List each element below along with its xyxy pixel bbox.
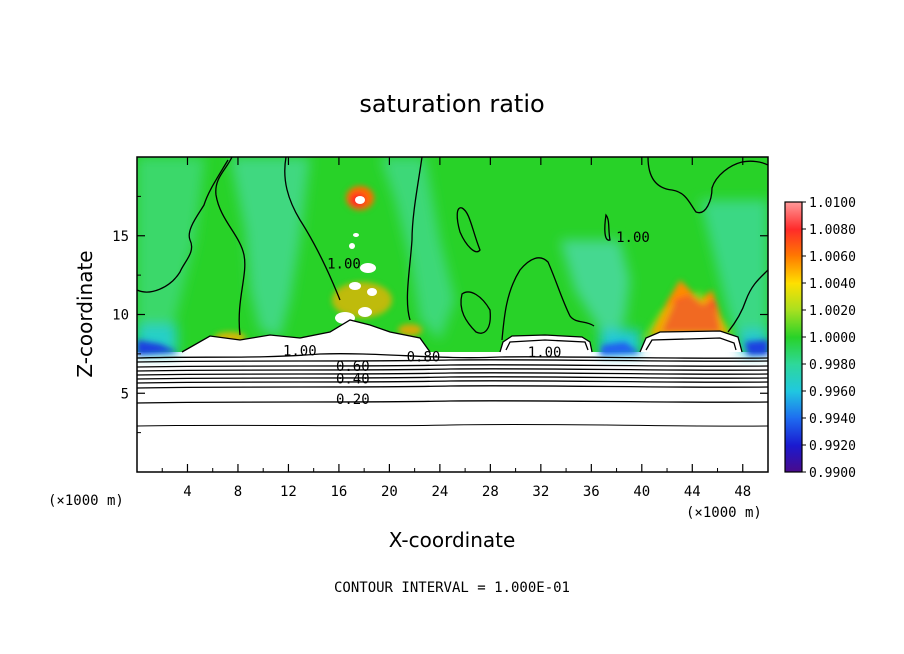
contour-labels: 0.20 0.400.60 0.80 1.00 1.00 1.00 1.00 [283, 230, 650, 408]
colorbar-label: 1.0060 [809, 250, 856, 265]
x-tick-label: 24 [431, 484, 448, 500]
colorbar-label: 0.9920 [809, 439, 856, 454]
y-tick-label: 10 [112, 308, 129, 324]
x-tick-label: 12 [280, 484, 297, 500]
colorbar-segment [785, 229, 802, 257]
chart-title: saturation ratio [359, 90, 544, 118]
contour-label: 0.80 [407, 350, 441, 366]
colorbar-segment [785, 364, 802, 392]
colorbar-segment [785, 337, 802, 365]
colorbar-segment [785, 445, 802, 473]
colorbar-segment [785, 202, 802, 230]
x-tick-label: 40 [633, 484, 650, 500]
colorbar-label: 0.9960 [809, 385, 856, 400]
contour-label: 1.00 [528, 345, 562, 361]
colorbar-segment [785, 256, 802, 284]
x-unit-label: (×1000 m) [686, 505, 762, 521]
x-tick-label: 48 [734, 484, 751, 500]
y-axis-label: Z-coordinate [73, 250, 97, 377]
x-tick-label: 20 [381, 484, 398, 500]
x-tick-label: 16 [330, 484, 347, 500]
contour-interval-note: CONTOUR INTERVAL = 1.000E-01 [334, 580, 570, 596]
colorbar-label: 0.9980 [809, 358, 856, 373]
colorbar-segment [785, 310, 802, 338]
x-axis-label: X-coordinate [389, 528, 516, 552]
colorbar-label: 1.0080 [809, 223, 856, 238]
x-tick-label: 36 [583, 484, 600, 500]
y-tick-label: 15 [112, 229, 129, 245]
x-tick-label: 8 [234, 484, 242, 500]
contour-label: 0.20 [336, 392, 370, 408]
heatmap-field [137, 157, 768, 472]
colorbar-label: 1.0040 [809, 277, 856, 292]
colorbar-label: 1.0100 [809, 196, 856, 211]
x-tick-label: 28 [482, 484, 499, 500]
x-tick-label: 4 [183, 484, 191, 500]
contour-lines [137, 157, 768, 427]
y-unit-label: (×1000 m) [48, 493, 124, 509]
y-tick-label: 5 [121, 386, 129, 402]
colorbar-segment [785, 283, 802, 311]
colorbar-label: 1.0020 [809, 304, 856, 319]
colorbar-segment [785, 391, 802, 419]
contour-label: 0.60 [336, 359, 370, 375]
colorbar-segment [785, 418, 802, 446]
colorbar-label: 0.9900 [809, 466, 856, 481]
contour-label: 1.00 [327, 257, 361, 273]
x-tick-label: 32 [532, 484, 549, 500]
contour-label: 1.00 [616, 230, 650, 246]
colorbar: 1.0100 1.0080 1.0060 1.0040 1.0020 1.0000 0.99… [784, 196, 856, 481]
contour-label: 0.40 [336, 372, 370, 388]
x-tick-label: 44 [684, 484, 701, 500]
colorbar-label: 0.9940 [809, 412, 856, 427]
colorbar-label: 1.0000 [809, 331, 856, 346]
contour-label: 1.00 [283, 343, 317, 359]
